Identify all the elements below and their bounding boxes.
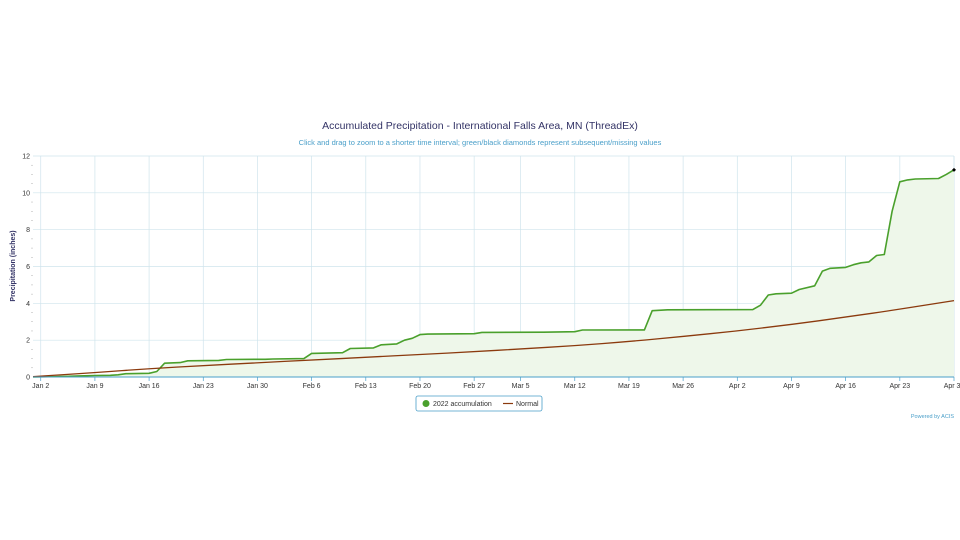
x-tick-label: Mar 19 xyxy=(618,383,640,390)
legend-box xyxy=(415,395,543,412)
x-tick-label: Apr 23 xyxy=(890,383,911,390)
x-tick-label: Jan 30 xyxy=(247,383,268,390)
normal-line xyxy=(32,299,955,378)
x-tick-label: Jan 16 xyxy=(139,383,160,390)
x-tick-label: Apr 2 xyxy=(729,383,746,390)
legend-item-normal[interactable]: Normal xyxy=(503,401,539,408)
chart-subtitle: Click and drag to zoom to a shorter time… xyxy=(298,138,662,147)
end-diamond-marker xyxy=(952,167,956,172)
x-tick-label: Jan 2 xyxy=(32,383,49,390)
x-tick-label: Apr 9 xyxy=(783,383,800,390)
axes: 0 2 4 6 8 10 12 Jan 2 Jan 9 Jan 16 Jan 23 Jan 30 Feb… xyxy=(22,154,960,391)
x-tick-label: Jan 23 xyxy=(193,383,214,390)
x-tick-label: Mar 12 xyxy=(564,383,586,390)
chart-title: Accumulated Precipitation - Internationa… xyxy=(322,120,638,132)
x-tick-label: Jan 9 xyxy=(86,383,103,390)
x-tick-label: Mar 5 xyxy=(512,383,530,390)
x-tick-label: Apr 16 xyxy=(835,383,856,390)
legend-accumulation-label: 2022 accumulation xyxy=(433,401,492,408)
y-tick-label: 12 xyxy=(22,154,30,161)
x-tick-label: Feb 13 xyxy=(355,383,377,390)
legend[interactable]: 2022 accumulation Normal xyxy=(415,395,543,412)
x-tick-label: Mar 26 xyxy=(672,383,694,390)
credit-link[interactable]: Powered by ACIS xyxy=(910,414,954,420)
x-tick-label: Feb 27 xyxy=(463,383,485,390)
accumulation-line xyxy=(32,169,955,378)
area-fill xyxy=(33,169,954,377)
x-tick-label: Feb 20 xyxy=(409,383,431,390)
y-axis-label: Precipitation (inches) xyxy=(10,230,17,301)
series-lines xyxy=(32,167,956,378)
y-tick-label: 4 xyxy=(26,301,30,308)
y-tick-label: 8 xyxy=(26,227,30,234)
x-tick-label: Feb 6 xyxy=(303,383,321,390)
accumulation-area xyxy=(33,169,954,377)
y-tick-label: 2 xyxy=(26,338,30,345)
x-tick-label: Apr 30 xyxy=(944,383,960,390)
legend-item-accumulation[interactable]: 2022 accumulation xyxy=(422,400,492,408)
y-tick-label: 10 xyxy=(22,190,30,197)
y-tick-label: 6 xyxy=(26,264,30,271)
legend-normal-label: Normal xyxy=(516,401,539,408)
legend-accumulation-swatch xyxy=(422,400,430,407)
y-tick-label: 0 xyxy=(26,375,30,382)
